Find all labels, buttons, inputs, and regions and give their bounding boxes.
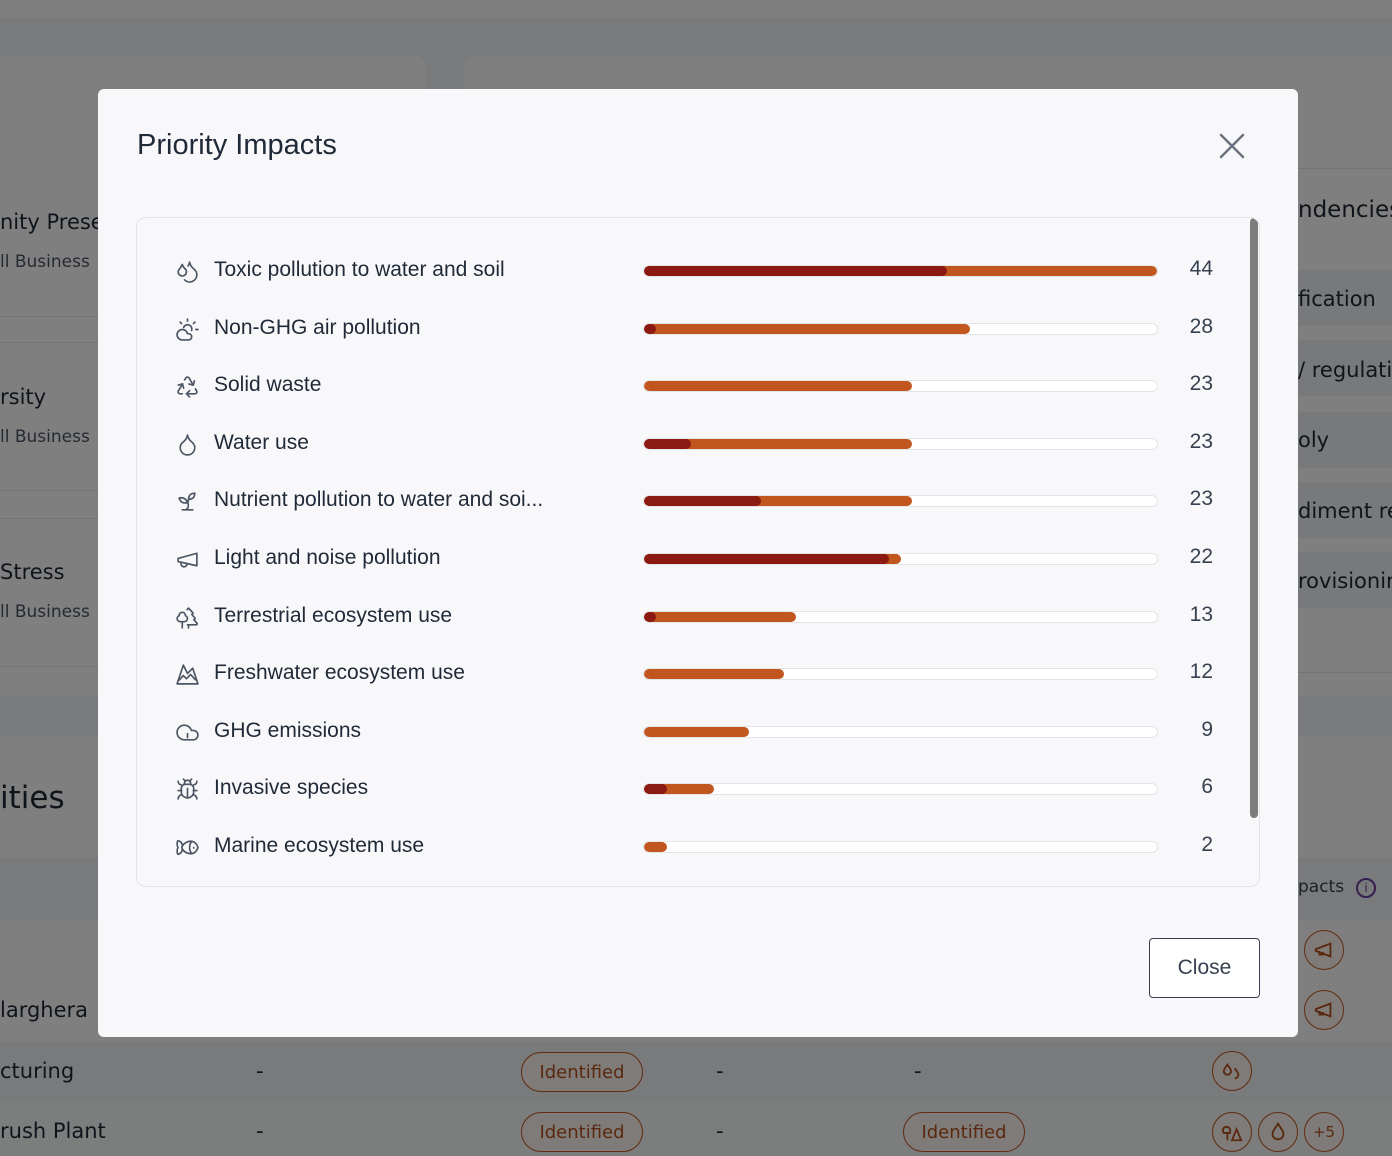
impact-row[interactable]: Marine ecosystem use 2 xyxy=(137,827,1247,867)
impact-label: Solid waste xyxy=(214,373,322,397)
fish-icon xyxy=(175,835,200,860)
impact-row[interactable]: Nutrient pollution to water and soi... 23 xyxy=(137,481,1247,521)
impact-count: 22 xyxy=(1189,545,1213,568)
impact-count: 44 xyxy=(1189,257,1213,280)
impact-row[interactable]: Invasive species 6 xyxy=(137,769,1247,809)
impact-count: 23 xyxy=(1189,487,1213,511)
impact-row[interactable]: Toxic pollution to water and soil 44 xyxy=(137,251,1247,291)
impact-bar xyxy=(644,726,749,737)
impact-bar xyxy=(644,323,971,334)
impact-bar-priority-segment xyxy=(644,438,691,449)
impact-label: GHG emissions xyxy=(214,718,362,742)
droplet-icon xyxy=(175,432,200,457)
impact-bar-priority-segment xyxy=(644,554,889,564)
impact-bar-priority-segment xyxy=(644,323,657,334)
impact-bar-track xyxy=(643,437,1158,450)
megaphone-icon xyxy=(175,547,200,572)
impact-label: Nutrient pollution to water and soi... xyxy=(214,488,544,512)
impact-bar-track xyxy=(643,841,1158,853)
impact-row[interactable]: Freshwater ecosystem use 12 xyxy=(137,654,1247,694)
impact-count: 23 xyxy=(1189,372,1213,396)
impacts-list: Toxic pollution to water and soil 44 Non-G… xyxy=(136,217,1260,887)
bug-icon xyxy=(175,777,200,802)
impact-bar-track xyxy=(643,668,1158,681)
impact-row[interactable]: Terrestrial ecosystem use 13 xyxy=(137,597,1247,637)
impact-count: 13 xyxy=(1189,602,1213,626)
impact-bar-priority-segment xyxy=(644,784,668,795)
impact-bar xyxy=(644,381,913,392)
sprout-icon xyxy=(175,489,200,514)
impact-bar-track xyxy=(643,380,1158,393)
impact-label: Freshwater ecosystem use xyxy=(214,661,465,685)
impact-count: 12 xyxy=(1189,660,1213,684)
impact-row[interactable]: GHG emissions 9 xyxy=(137,712,1247,752)
recycle-icon xyxy=(175,374,200,399)
droplets-icon xyxy=(175,259,200,284)
impact-bar xyxy=(644,611,796,622)
close-button[interactable]: Close xyxy=(1149,938,1260,998)
priority-impacts-modal: Priority Impacts Toxic pollution to wate… xyxy=(98,89,1298,1037)
impact-bar xyxy=(644,669,784,680)
impact-count: 6 xyxy=(1201,775,1213,799)
impact-label: Toxic pollution to water and soil xyxy=(214,258,505,281)
cloud-icon xyxy=(175,720,200,745)
impact-row[interactable]: Solid waste 23 xyxy=(137,366,1247,406)
impact-row[interactable]: Non-GHG air pollution 28 xyxy=(137,309,1247,349)
impact-label: Light and noise pollution xyxy=(214,546,441,569)
impact-row[interactable]: Water use 23 xyxy=(137,424,1247,464)
impact-count: 9 xyxy=(1201,717,1213,741)
impact-bar-priority-segment xyxy=(644,611,657,622)
impact-bar xyxy=(644,496,913,507)
impact-label: Non-GHG air pollution xyxy=(214,315,421,339)
mountain-icon xyxy=(175,662,200,687)
impact-bar-track xyxy=(643,495,1158,508)
close-icon[interactable] xyxy=(1215,129,1249,163)
impact-bar-track xyxy=(643,265,1158,277)
impact-bar-priority-segment xyxy=(644,496,761,507)
impact-bar-track xyxy=(643,725,1158,738)
cloud-sun-icon xyxy=(175,317,200,342)
impact-count: 23 xyxy=(1189,429,1213,453)
impact-bar-priority-segment xyxy=(644,266,948,276)
impact-label: Water use xyxy=(214,430,309,454)
impact-count: 28 xyxy=(1189,314,1213,338)
impact-bar-track xyxy=(643,783,1158,796)
impact-row[interactable]: Light and noise pollution 22 xyxy=(137,539,1247,579)
impact-bar-track xyxy=(643,610,1158,623)
impact-count: 2 xyxy=(1201,833,1213,856)
trees-icon xyxy=(175,605,200,630)
impact-label: Terrestrial ecosystem use xyxy=(214,603,453,627)
impact-bar xyxy=(644,438,913,449)
impact-bar xyxy=(644,784,714,795)
impact-bar-track xyxy=(643,322,1158,335)
impact-label: Marine ecosystem use xyxy=(214,834,425,857)
scrollbar[interactable] xyxy=(1250,218,1258,818)
impact-bar-track xyxy=(643,553,1158,565)
impact-label: Invasive species xyxy=(214,776,369,800)
modal-title: Priority Impacts xyxy=(137,129,337,161)
impact-bar xyxy=(644,842,668,852)
